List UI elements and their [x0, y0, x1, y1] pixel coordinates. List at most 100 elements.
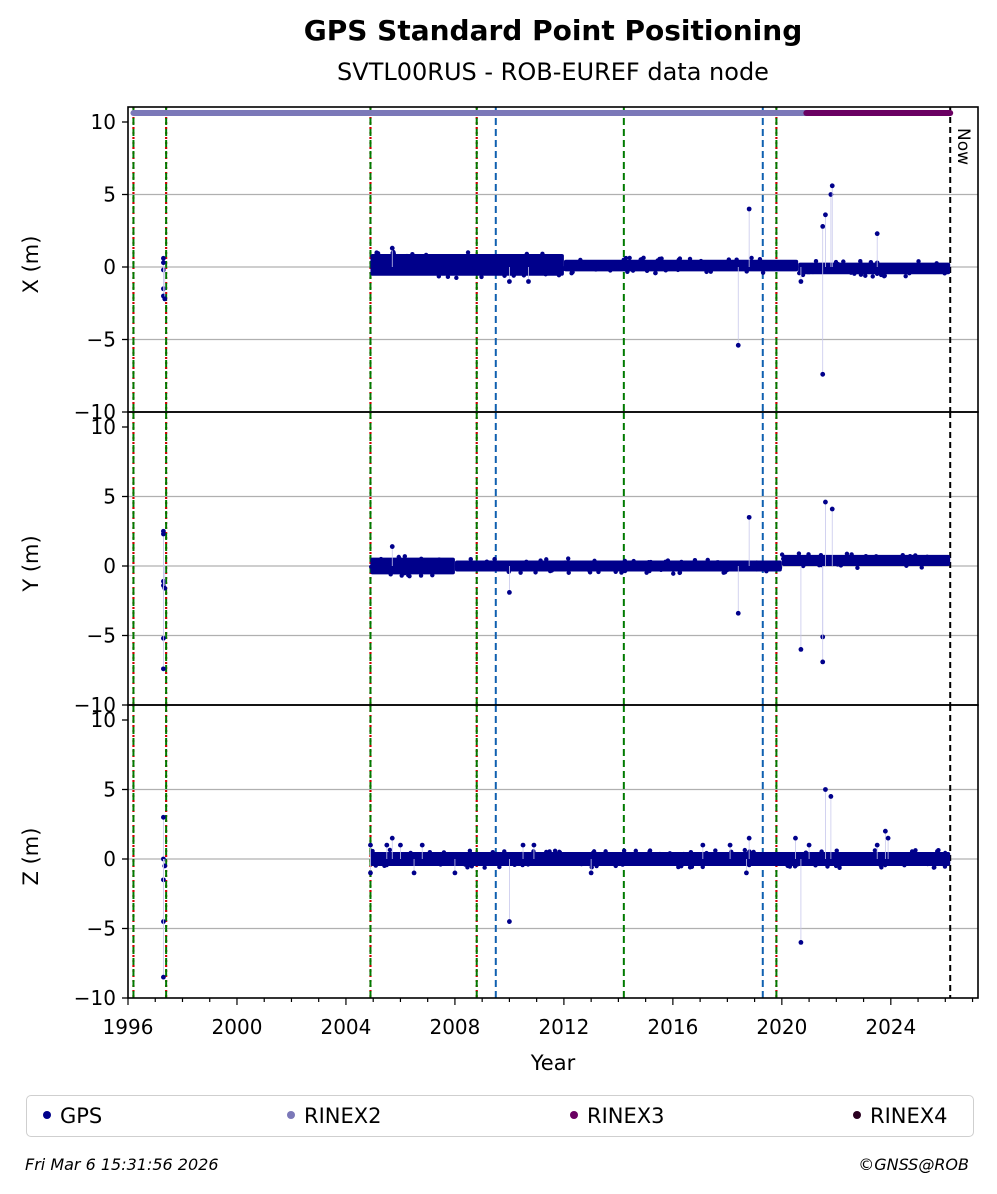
gps-point: [752, 859, 758, 865]
gps-point: [379, 855, 385, 861]
gps-point: [402, 570, 407, 576]
gps-point: [913, 858, 918, 863]
y-tick-label: −10: [74, 693, 116, 717]
gps-point: [507, 590, 512, 595]
gps-point: [433, 569, 438, 574]
gps-point: [917, 263, 922, 268]
gps-point: [476, 861, 481, 866]
gps-point: [647, 848, 653, 853]
gps-point: [583, 856, 588, 861]
gps-point: [552, 848, 558, 853]
gps-point: [638, 257, 643, 262]
gps-point: [613, 569, 618, 575]
gps-point: [868, 861, 873, 866]
gps-point: [768, 565, 774, 571]
gps-point: [161, 531, 166, 537]
gps-point: [682, 856, 688, 862]
gps-point: [820, 371, 826, 377]
gps-point: [406, 572, 411, 578]
gps-point: [644, 570, 649, 575]
gps-point: [520, 842, 526, 848]
gps-point: [853, 556, 858, 562]
gps-point: [790, 559, 796, 565]
gps-point: [554, 860, 559, 866]
gps-point: [765, 262, 770, 267]
gps-point: [857, 557, 862, 562]
gps-point: [823, 787, 828, 792]
gps-point: [689, 851, 694, 856]
gps-point: [397, 557, 403, 562]
gps-point: [675, 267, 681, 273]
gps-point: [820, 659, 826, 665]
gps-point: [710, 566, 715, 571]
legend-marker-rinex4: [853, 1111, 861, 1119]
gps-point: [644, 268, 650, 273]
gps-point: [667, 265, 673, 270]
gps-point: [689, 864, 695, 870]
gps-point: [838, 562, 844, 567]
gps-point: [704, 269, 709, 275]
gps-point: [389, 245, 395, 251]
gps-point: [657, 851, 663, 857]
gps-point: [591, 849, 597, 854]
gps-point: [511, 273, 516, 278]
gps-point: [403, 269, 408, 274]
gps-point: [464, 268, 469, 273]
gps-point: [441, 850, 447, 855]
gps-point: [919, 861, 924, 866]
gps-point: [603, 262, 609, 267]
panel-plot-area: [132, 412, 952, 705]
gps-point: [687, 564, 692, 569]
gps-point: [774, 859, 780, 864]
gps-point: [381, 265, 387, 270]
gps-point: [825, 266, 830, 272]
gps-point: [452, 870, 458, 876]
gps-point: [502, 849, 507, 854]
gps-point: [800, 272, 806, 278]
gps-point: [730, 853, 736, 858]
gps-point: [904, 854, 909, 859]
gps-point: [878, 853, 884, 858]
gps-point: [673, 263, 678, 269]
gps-point: [570, 269, 575, 275]
gps-point: [543, 268, 548, 273]
gps-point: [878, 272, 884, 278]
gps-point: [161, 974, 166, 980]
gps-point: [891, 556, 897, 561]
gps-point: [803, 850, 809, 855]
gps-solution-band: [798, 262, 951, 275]
gps-point: [687, 856, 693, 862]
gps-point: [760, 270, 766, 275]
gps-point: [531, 842, 537, 848]
gps-point: [650, 860, 656, 865]
gps-point: [499, 567, 504, 572]
gps-point: [677, 256, 683, 261]
y-tick-label: −5: [87, 624, 116, 648]
gps-point: [713, 848, 718, 853]
gps-point: [698, 258, 704, 264]
x-tick-label: 2020: [756, 1015, 807, 1039]
gps-point: [829, 506, 835, 512]
gps-point: [925, 861, 930, 867]
gps-point: [909, 849, 915, 854]
x-axis-label: Year: [530, 1051, 576, 1075]
gps-point: [521, 273, 527, 278]
gps-point: [419, 853, 424, 859]
gps-point: [430, 851, 435, 857]
gps-point: [900, 552, 905, 558]
gps-point: [687, 256, 693, 262]
legend-item-gps: GPS: [43, 1104, 102, 1128]
gps-point: [469, 563, 475, 568]
gps-point: [779, 552, 785, 557]
gps-point: [466, 863, 471, 868]
gps-point: [772, 853, 777, 859]
gps-point: [751, 849, 756, 855]
legend-marker-rinex2: [287, 1111, 295, 1119]
gps-point: [872, 848, 878, 853]
gps-point: [547, 568, 553, 574]
gps-point: [943, 556, 948, 562]
gps-point: [382, 256, 388, 261]
gps-point: [801, 858, 806, 863]
gps-point: [438, 862, 443, 867]
